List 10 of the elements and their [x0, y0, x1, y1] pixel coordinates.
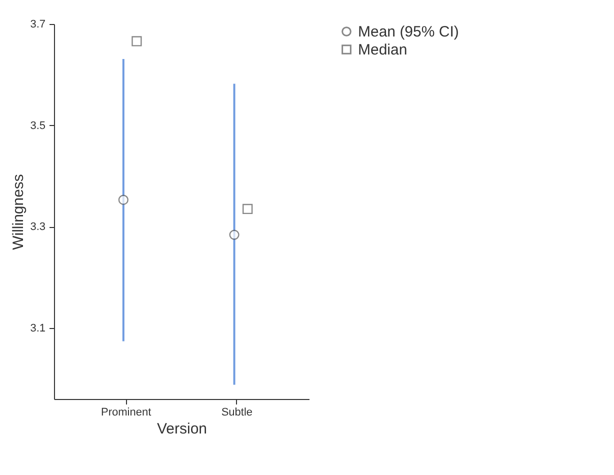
y-axis-title: Willingness — [10, 174, 28, 250]
y-tick-label: 3.7 — [30, 18, 46, 30]
x-tick-label: Subtle — [221, 406, 253, 418]
legend-label: Mean (95% CI) — [358, 24, 459, 40]
y-tick-label: 3.5 — [30, 120, 46, 132]
y-tick-label: 3.1 — [30, 322, 46, 335]
legend-label: Median — [358, 42, 408, 58]
x-tick-label: Prominent — [100, 406, 152, 418]
y-tick-label: 3.3 — [30, 221, 46, 234]
x-axis-title: Version — [156, 420, 208, 438]
